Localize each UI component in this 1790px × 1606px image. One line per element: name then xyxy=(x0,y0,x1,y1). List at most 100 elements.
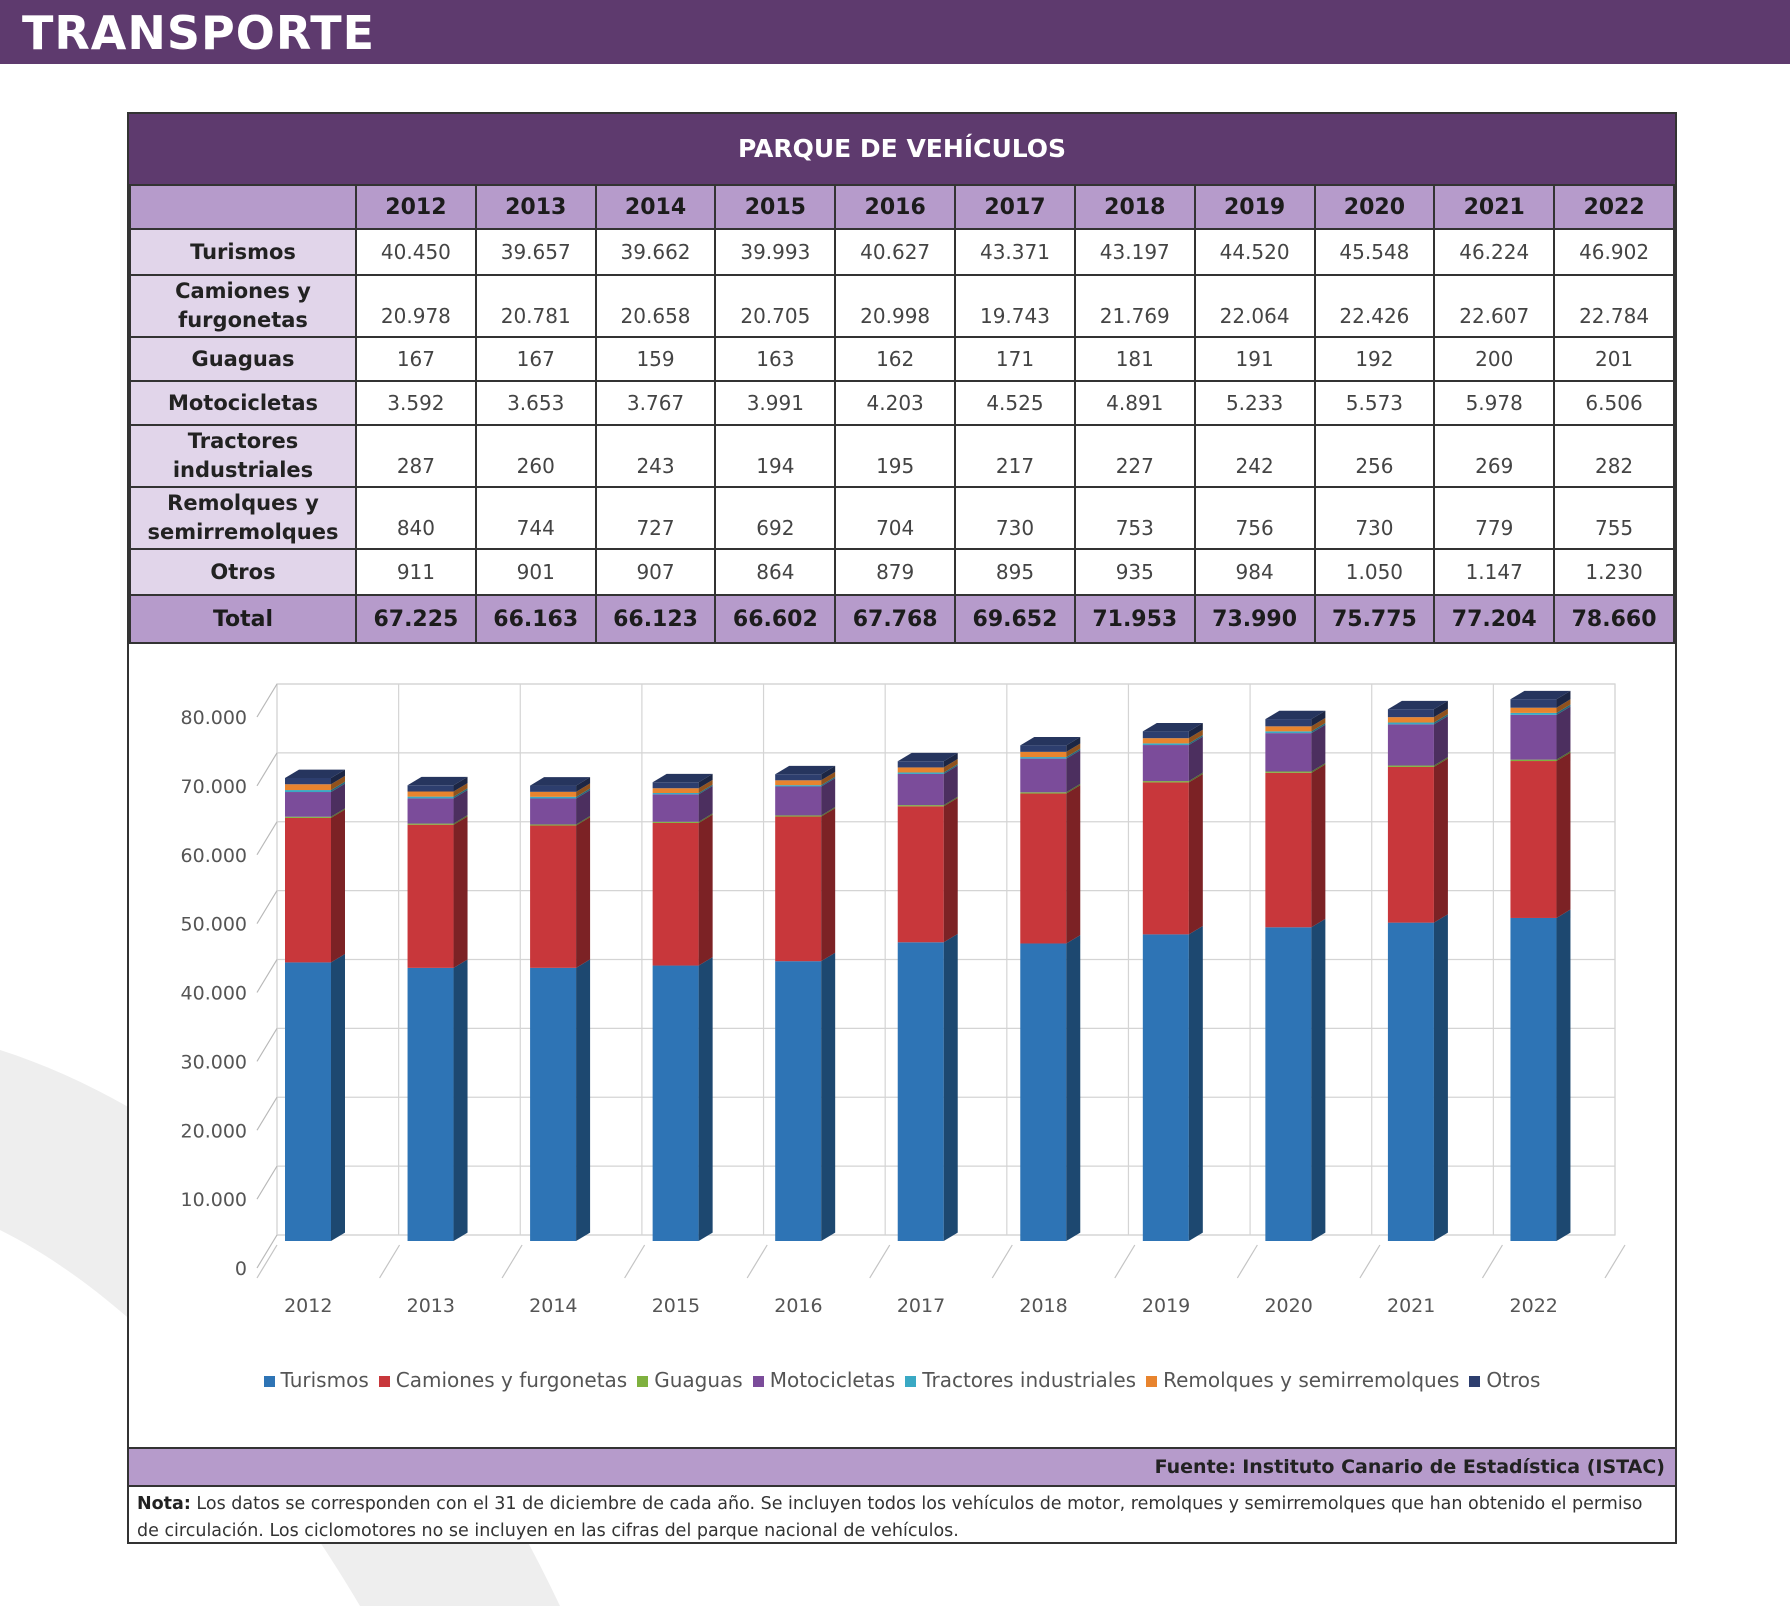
table-cell: 5.573 xyxy=(1313,380,1436,426)
table-cell: 1.230 xyxy=(1553,548,1675,596)
bar-segment-side xyxy=(1066,750,1081,793)
bar-segment-side xyxy=(1433,914,1448,1241)
table-cell: 727 xyxy=(594,486,717,550)
bar-segment-tractores-industriales xyxy=(775,785,822,787)
bar-segment-side xyxy=(821,771,836,786)
legend-swatch xyxy=(752,1376,764,1387)
table-cell: 879 xyxy=(834,548,957,596)
floor-tick xyxy=(1359,1244,1381,1279)
bar-segment-otros xyxy=(1387,709,1434,718)
total-row: Total 67.225 66.163 66.123 66.602 67.768 69.65… xyxy=(129,594,1675,644)
year-header: 2015 xyxy=(714,184,837,230)
table-cell: 4.203 xyxy=(834,380,957,426)
bar-segment-side xyxy=(331,783,345,817)
bar-top xyxy=(775,765,836,775)
y-tick-label: 20.000 xyxy=(181,1120,247,1142)
year-header: 2019 xyxy=(1193,184,1316,230)
floor-tick xyxy=(256,1244,278,1279)
table-cell: 3.991 xyxy=(714,380,837,426)
bar-segment-side xyxy=(453,783,468,797)
total-cell: 75.775 xyxy=(1313,594,1436,644)
table-cell: 755 xyxy=(1553,486,1675,550)
table-cell: 5.233 xyxy=(1193,380,1316,426)
bar-segment-side xyxy=(1556,699,1571,713)
y-tick-label: 0 xyxy=(235,1258,247,1280)
note-label: Nota: xyxy=(137,1494,191,1514)
legend-label: Remolques y semirremolques xyxy=(1163,1368,1460,1392)
bar-segment-side xyxy=(698,813,713,823)
bar-segment-side xyxy=(1433,715,1448,766)
bar-segment-side xyxy=(576,817,591,968)
bar-segment-guaguas xyxy=(1142,781,1189,783)
table-cell: 167 xyxy=(474,336,597,382)
header-corner xyxy=(129,184,357,230)
row-label: Guaguas xyxy=(129,336,357,382)
side-gridline xyxy=(256,821,278,856)
bar-segment-side xyxy=(1433,700,1448,718)
y-tick-label: 10.000 xyxy=(181,1189,247,1211)
bar-segment-guaguas xyxy=(1020,792,1067,794)
bar-segment-otros xyxy=(652,782,699,789)
table-cell: 22.426 xyxy=(1313,274,1436,338)
bar-segment-side xyxy=(1433,714,1448,725)
table-cell: 20.658 xyxy=(594,274,717,338)
row-label: Camiones y furgonetas xyxy=(129,274,357,338)
table-cell: 3.592 xyxy=(355,380,477,426)
bar-segment-side xyxy=(1066,783,1081,794)
table-cell: 163 xyxy=(714,336,837,382)
bar-segment-side xyxy=(943,752,958,768)
bar-segment-otros xyxy=(1510,699,1557,708)
y-tick-label: 40.000 xyxy=(181,983,247,1005)
side-gridline xyxy=(256,1096,278,1131)
bar-segment-otros xyxy=(1265,719,1312,727)
bar-segment-turismos xyxy=(1020,943,1067,1241)
bar-segment-side xyxy=(1556,704,1571,715)
bar-segment-side xyxy=(821,808,836,962)
bar-segment-side xyxy=(331,769,345,785)
table-cell: 864 xyxy=(714,548,837,596)
bar-segment-remolques-y-semirremolques xyxy=(1265,726,1312,732)
table-cell: 269 xyxy=(1433,424,1556,488)
table-cell: 40.450 xyxy=(355,228,477,276)
table-cell: 159 xyxy=(594,336,717,382)
bar-segment-side xyxy=(943,764,958,774)
table-cell: 40.627 xyxy=(834,228,957,276)
floor-tick xyxy=(1481,1244,1503,1279)
year-header: 2012 xyxy=(355,184,477,230)
bar-segment-side xyxy=(821,765,836,781)
legend-swatch xyxy=(378,1376,390,1387)
bar-top xyxy=(1142,722,1203,732)
total-cell: 66.602 xyxy=(714,594,837,644)
bar-segment-side xyxy=(576,959,591,1241)
bar-segment-camiones-y-furgonetas xyxy=(530,825,577,968)
total-cell: 66.163 xyxy=(474,594,597,644)
bar-segment-camiones-y-furgonetas xyxy=(1020,793,1067,944)
bar-top xyxy=(1510,690,1571,700)
bar-segment-tractores-industriales xyxy=(530,796,577,799)
note-text: Los datos se corresponden con el 31 de d… xyxy=(137,1494,1643,1541)
bar-segment-side xyxy=(331,954,345,1241)
bar-segment-motocicletas xyxy=(1020,758,1067,793)
floor-tick xyxy=(1114,1244,1136,1279)
floor-tick xyxy=(1604,1244,1626,1279)
bar-segment-remolques-y-semirremolques xyxy=(407,791,454,797)
x-tick-label: 2020 xyxy=(1264,1295,1312,1317)
bar-segment-motocicletas xyxy=(1510,714,1557,760)
bar-segment-side xyxy=(698,814,713,966)
bar-segment-side xyxy=(943,765,958,806)
bar-segment-side xyxy=(1066,737,1081,752)
table-cell: 43.371 xyxy=(954,228,1076,276)
table-cell: 4.891 xyxy=(1073,380,1196,426)
bar-segment-otros xyxy=(1142,731,1189,739)
vehicle-table: 2012 2013 2014 2015 2016 2017 2018 2019 2020 2021… xyxy=(129,184,1675,644)
table-cell: 1.050 xyxy=(1313,548,1436,596)
table-cell: 227 xyxy=(1073,424,1196,488)
table-cell: 256 xyxy=(1313,424,1436,488)
bar-segment-side xyxy=(453,788,468,799)
bar-segment-tractores-industriales xyxy=(285,790,331,793)
bar-segment-tractores-industriales xyxy=(1020,757,1067,759)
bar-top xyxy=(285,769,345,778)
bar-segment-turismos xyxy=(285,962,331,1241)
bar-segment-side xyxy=(331,809,345,963)
bar-segment-otros xyxy=(407,785,454,792)
